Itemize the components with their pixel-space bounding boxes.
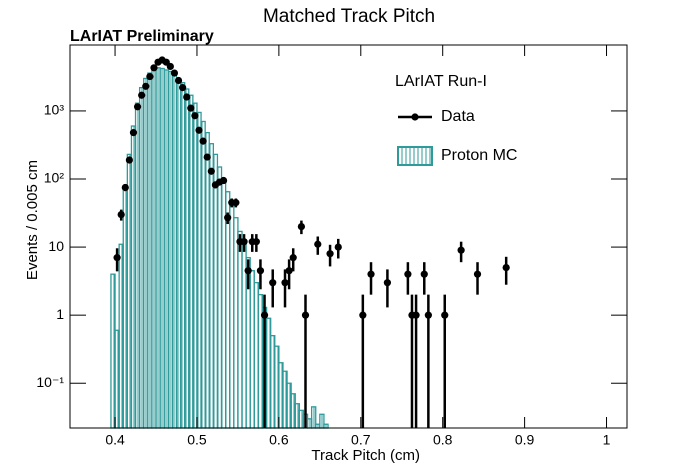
data-point xyxy=(240,238,248,246)
data-point xyxy=(326,250,334,258)
data-point xyxy=(191,112,199,120)
data-point xyxy=(420,270,428,278)
legend-label: Data xyxy=(441,108,475,125)
x-tick-label: 0.8 xyxy=(433,432,453,448)
data-point xyxy=(244,267,252,275)
data-point xyxy=(252,238,260,246)
data-point xyxy=(281,279,289,287)
y-tick-label: 10⁻¹ xyxy=(36,374,64,390)
legend-label: Proton MC xyxy=(441,147,517,164)
x-tick-label: 0.9 xyxy=(515,432,535,448)
data-point xyxy=(359,311,367,319)
data-point xyxy=(150,64,158,72)
data-point xyxy=(113,254,121,262)
data-point xyxy=(121,183,129,192)
data-point xyxy=(187,104,195,112)
data-point xyxy=(207,167,215,175)
x-tick-label: 0.7 xyxy=(351,432,371,448)
legend-marker xyxy=(411,113,419,121)
data-point xyxy=(297,222,306,231)
data-point xyxy=(289,254,297,262)
data-point xyxy=(170,69,179,77)
data-point xyxy=(133,103,142,111)
data-point xyxy=(117,211,125,219)
y-axis-label: Events / 0.005 cm xyxy=(24,160,41,280)
data-point xyxy=(256,267,265,275)
y-tick-label: 10² xyxy=(44,170,65,186)
data-point xyxy=(138,91,146,99)
data-point xyxy=(125,156,133,164)
x-tick-label: 0.4 xyxy=(105,432,125,448)
y-tick-label: 1 xyxy=(56,306,64,322)
data-point xyxy=(383,279,392,287)
data-point xyxy=(502,263,510,272)
data-point xyxy=(285,267,293,275)
chart-title: Matched Track Pitch xyxy=(263,6,435,27)
data-point xyxy=(457,246,465,254)
data-point xyxy=(142,82,150,90)
data-point xyxy=(404,270,412,278)
data-point xyxy=(183,93,191,101)
data-point xyxy=(334,243,342,251)
data-point xyxy=(269,279,277,287)
mc-bin xyxy=(323,423,329,429)
legend-marker xyxy=(397,146,433,166)
data-point xyxy=(179,84,187,92)
data-point xyxy=(367,270,375,278)
data-point xyxy=(166,62,174,71)
data-point xyxy=(224,214,232,222)
y-tick-label: 10 xyxy=(48,238,64,254)
data-point xyxy=(174,76,183,85)
data-point xyxy=(473,270,482,278)
data-point xyxy=(146,72,154,81)
data-point xyxy=(195,126,203,134)
data-point xyxy=(412,311,420,319)
x-tick-label: 1 xyxy=(603,432,611,448)
data-point xyxy=(129,129,138,137)
data-point xyxy=(219,176,228,185)
x-tick-label: 0.6 xyxy=(269,432,289,448)
data-point xyxy=(232,199,240,207)
y-tick-label: 10³ xyxy=(44,102,65,118)
data-point xyxy=(314,240,322,248)
legend-title: LArIAT Run-I xyxy=(395,73,487,90)
data-point xyxy=(203,153,211,161)
data-point xyxy=(199,137,207,145)
x-axis-label: Track Pitch (cm) xyxy=(311,447,420,464)
data-point xyxy=(260,311,269,319)
data-point xyxy=(424,311,432,319)
data-point xyxy=(441,311,449,319)
subtitle: LArIAT Preliminary xyxy=(70,28,214,45)
data-point xyxy=(301,311,310,319)
x-tick-label: 0.5 xyxy=(187,432,207,448)
plot-frame xyxy=(69,44,628,429)
